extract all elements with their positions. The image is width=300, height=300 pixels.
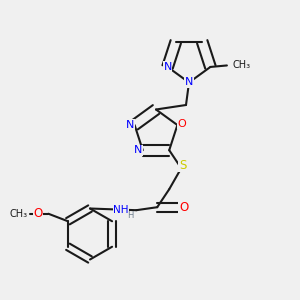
Text: N: N: [164, 62, 172, 72]
Text: CH₃: CH₃: [10, 209, 28, 219]
Text: H: H: [128, 212, 134, 220]
Text: NH: NH: [113, 205, 129, 215]
Text: N: N: [185, 77, 193, 88]
Text: N: N: [126, 120, 134, 130]
Text: O: O: [179, 201, 188, 214]
Text: S: S: [179, 159, 186, 172]
Text: N: N: [134, 145, 142, 155]
Text: O: O: [33, 207, 42, 220]
Text: CH₃: CH₃: [232, 61, 250, 70]
Text: O: O: [178, 118, 186, 128]
